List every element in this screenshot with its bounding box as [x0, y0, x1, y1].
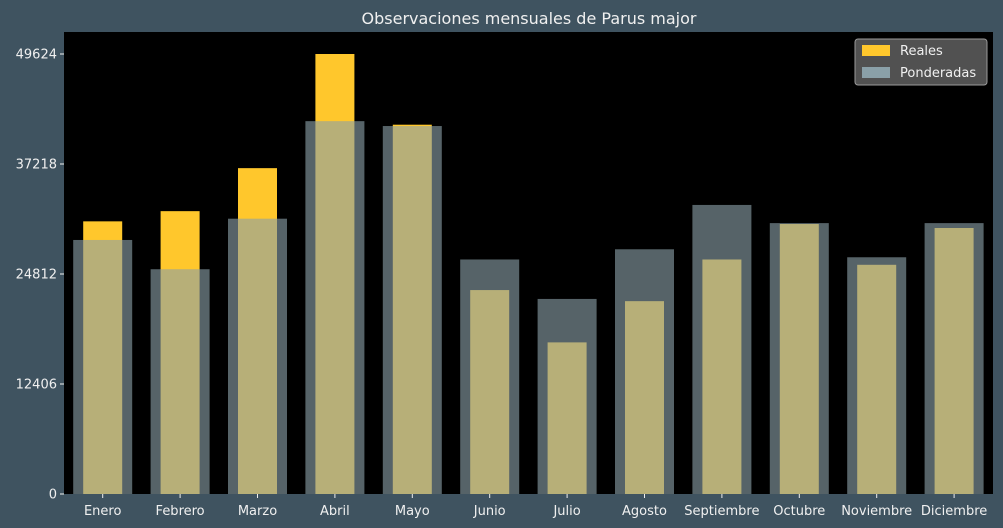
- bar-ponderadas-julio: [537, 298, 597, 494]
- bar-ponderadas-noviembre: [847, 257, 907, 494]
- x-tick-label-junio: Junio: [473, 504, 506, 519]
- y-tick-label-12406: 12406: [16, 377, 57, 392]
- bars-layer: [73, 53, 984, 495]
- bar-ponderadas-octubre: [769, 223, 829, 495]
- x-tick-label-noviembre: Noviembre: [841, 504, 912, 519]
- plot-area: [64, 32, 993, 494]
- bar-ponderadas-febrero: [150, 269, 210, 494]
- x-axis: Enero Febrero Marzo Abril Mayo Junio Julio Agos…: [84, 494, 987, 519]
- bar-ponderadas-septiembre: [692, 204, 752, 495]
- bar-ponderadas-enero: [73, 239, 133, 494]
- x-tick-label-marzo: Marzo: [238, 504, 277, 519]
- y-tick-label-0: 0: [49, 488, 57, 503]
- y-tick-label-37218: 37218: [16, 157, 57, 172]
- legend-label-ponderadas: Ponderadas: [900, 66, 976, 81]
- bar-ponderadas-junio: [460, 259, 520, 494]
- x-tick-label-febrero: Febrero: [156, 504, 205, 519]
- bar-ponderadas-agosto: [615, 249, 674, 494]
- y-tick-label-49624: 49624: [16, 47, 57, 62]
- x-tick-label-agosto: Agosto: [622, 504, 667, 519]
- y-tick-label-24812: 24812: [16, 267, 57, 282]
- legend-label-reales: Reales: [900, 44, 943, 59]
- bar-ponderadas-marzo: [228, 218, 287, 495]
- x-tick-label-diciembre: Diciembre: [921, 504, 987, 519]
- x-tick-label-enero: Enero: [84, 504, 122, 519]
- bar-ponderadas-diciembre: [924, 223, 984, 495]
- x-tick-label-julio: Julio: [552, 504, 580, 519]
- x-tick-label-mayo: Mayo: [395, 504, 430, 519]
- legend-swatch-ponderadas: [862, 67, 890, 78]
- bar-ponderadas-abril: [305, 121, 365, 494]
- y-axis: 0 12406 24812 37218 49624: [16, 47, 64, 503]
- legend: Reales Ponderadas: [854, 38, 988, 86]
- x-tick-label-octubre: Octubre: [773, 504, 825, 519]
- x-tick-label-septiembre: Septiembre: [684, 504, 759, 519]
- legend-swatch-reales: [862, 45, 890, 56]
- chart-title: Observaciones mensuales de Parus major: [362, 9, 697, 28]
- bar-ponderadas-mayo: [382, 126, 442, 495]
- x-tick-label-abril: Abril: [320, 504, 350, 519]
